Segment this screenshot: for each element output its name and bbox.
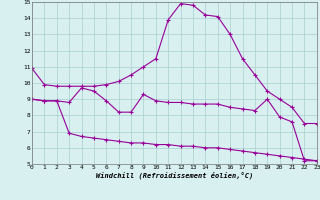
X-axis label: Windchill (Refroidissement éolien,°C): Windchill (Refroidissement éolien,°C) [96,172,253,179]
